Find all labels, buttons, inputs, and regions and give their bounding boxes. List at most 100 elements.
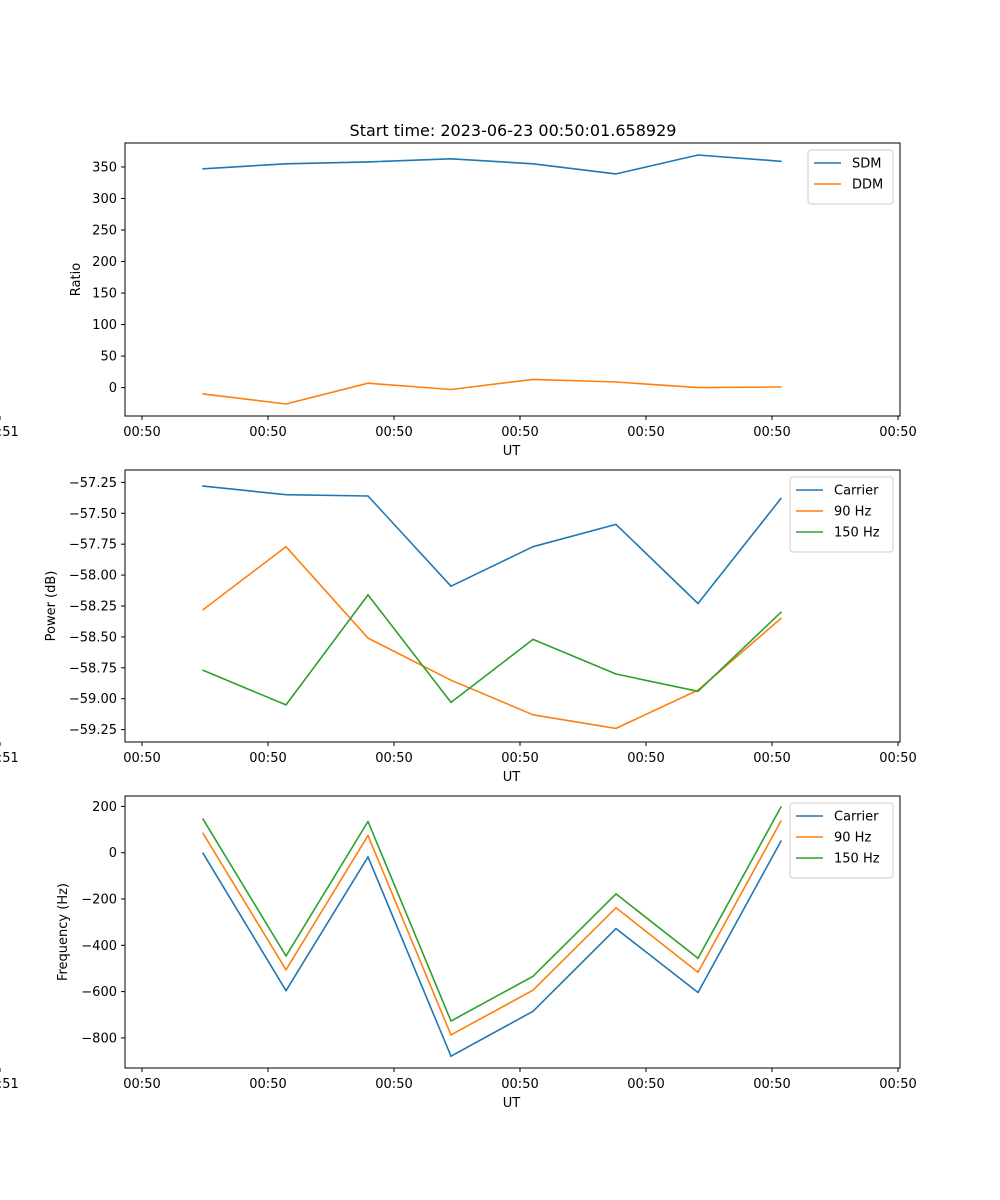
data-point [285, 403, 287, 405]
legend-label: DDM [852, 178, 883, 193]
data-point [697, 386, 699, 389]
x-tick-label: 00:50 [375, 425, 412, 440]
y-tick-label: −200 [81, 893, 117, 908]
data-point [780, 840, 782, 842]
data-point [450, 388, 452, 391]
data-point [285, 493, 287, 496]
data-point [450, 1055, 452, 1057]
x-tick-label: 00:50 [501, 1077, 538, 1092]
x-tick-label: 00:50 [879, 1077, 916, 1092]
y-axis-label: Ratio [69, 263, 84, 296]
y-tick-label: 50 [100, 350, 117, 365]
y-axis-label: Frequency (Hz) [56, 883, 71, 981]
data-point [285, 545, 287, 548]
data-point [285, 704, 287, 706]
data-point [780, 820, 782, 822]
data-point [285, 955, 287, 957]
data-point [532, 638, 534, 641]
panels: 00:50 00:50 00:50 00:50 00:50 00:50 00:50 00:51… [0, 142, 917, 1111]
x-tick-label: 00:50 [375, 1077, 412, 1092]
data-point [780, 617, 782, 620]
data-point [202, 485, 204, 487]
x-tick-label: 00:50 [879, 425, 916, 440]
y-tick-label: −57.25 [69, 476, 117, 491]
data-point [367, 834, 369, 837]
legend-box [789, 476, 894, 553]
x-tick-label: 00:50 [249, 1077, 286, 1092]
series-line-90-hz [202, 820, 782, 1036]
data-point [202, 669, 204, 672]
data-point [450, 585, 452, 587]
series-line-150-hz [202, 806, 782, 1022]
x-tick-label: 00:51 [0, 425, 19, 440]
data-point [532, 378, 534, 381]
data-point [615, 907, 617, 909]
y-tick-label: 350 [92, 160, 117, 175]
x-tick-label: 00:50 [753, 751, 790, 766]
y-tick-label: 100 [92, 318, 117, 333]
data-point [367, 161, 369, 163]
data-point [367, 856, 369, 858]
legend-label: SDM [852, 157, 881, 172]
data-point [697, 602, 699, 605]
y-tick-label: −57.75 [69, 538, 117, 553]
series-line-ddm [202, 378, 782, 405]
series-line-sdm [202, 154, 782, 175]
data-point [285, 969, 287, 971]
legend-box [789, 802, 894, 879]
x-tick-label: 00:50 [627, 425, 664, 440]
data-point [780, 611, 782, 613]
y-tick-label: 200 [92, 800, 117, 815]
data-point [202, 818, 204, 820]
data-point [285, 163, 287, 165]
y-tick-label: −400 [81, 939, 117, 954]
data-point [615, 523, 617, 526]
panel-2: 00:50 00:50 00:50 00:50 00:50 00:50 00:50 00:51… [0, 469, 917, 785]
data-point [450, 158, 452, 160]
data-point [450, 701, 452, 704]
legend: SDM DDM [807, 149, 894, 205]
y-tick-label: 150 [92, 287, 117, 302]
x-tick-label: 00:50 [753, 1077, 790, 1092]
data-point [367, 382, 369, 385]
legend-label: Carrier [834, 810, 879, 825]
x-tick-label: 00:50 [123, 1077, 160, 1092]
data-point [202, 608, 204, 611]
y-tick-label: 0 [109, 381, 117, 396]
x-tick-label: 00:50 [249, 425, 286, 440]
data-point [615, 381, 617, 383]
data-point [450, 679, 452, 681]
data-point [532, 1010, 534, 1013]
legend-label: 150 Hz [834, 852, 880, 867]
series-line-carrier [202, 485, 782, 605]
x-tick-label: 00:50 [375, 751, 412, 766]
x-tick-label: 00:50 [123, 751, 160, 766]
data-point [367, 820, 369, 823]
x-tick-label: 00:50 [249, 751, 286, 766]
y-tick-label: −58.75 [69, 661, 117, 676]
data-point [615, 727, 617, 730]
legend: Carrier 90 Hz 150 Hz [789, 476, 894, 553]
y-tick-label: 300 [92, 192, 117, 207]
data-point [202, 832, 204, 835]
x-tick-label: 00:50 [501, 751, 538, 766]
plot-frame [124, 469, 901, 743]
y-tick-label: −58.25 [69, 600, 117, 615]
plot-frame [124, 142, 901, 417]
data-point [780, 497, 782, 500]
y-tick-label: −59.00 [69, 692, 117, 707]
data-point [697, 690, 699, 693]
series-line-150-hz [202, 594, 782, 706]
x-axis-label: UT [503, 444, 521, 459]
data-point [780, 386, 782, 388]
y-tick-label: −58.00 [69, 569, 117, 584]
data-point [697, 991, 699, 994]
data-point [202, 168, 204, 170]
plot-frame [124, 795, 901, 1069]
data-point [532, 714, 534, 716]
data-point [367, 637, 369, 639]
y-tick-label: 200 [92, 255, 117, 270]
data-point [285, 989, 287, 992]
y-tick-label: −600 [81, 985, 117, 1000]
